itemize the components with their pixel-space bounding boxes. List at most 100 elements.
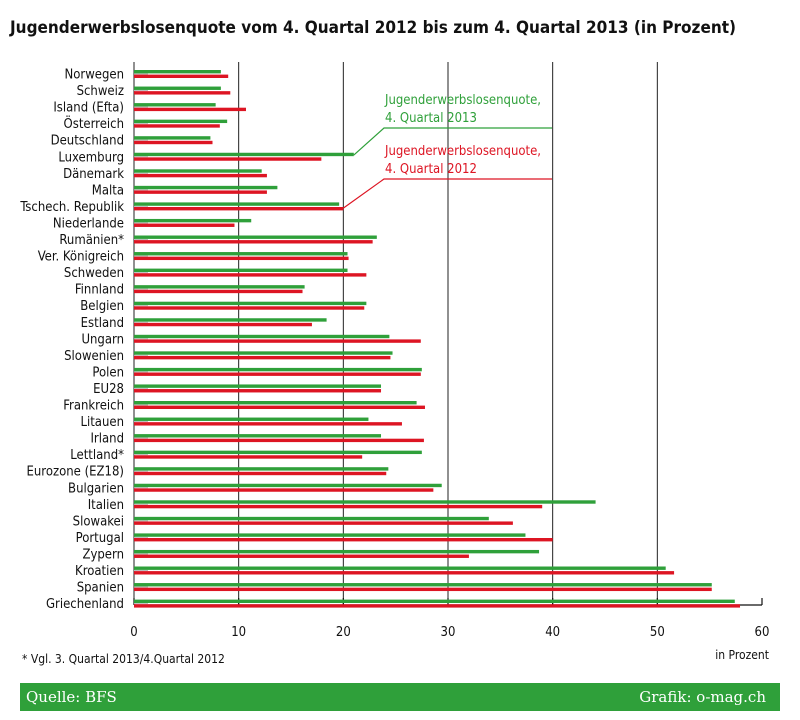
bar-2012-6 <box>134 173 267 178</box>
bar-2013-22 <box>134 434 382 438</box>
bar-2012-1 <box>134 91 231 95</box>
bar-2013-23 <box>134 450 422 455</box>
category-1-label: Schweiz <box>77 84 124 99</box>
bar-2013-18 <box>134 367 422 372</box>
category-24-label: Eurozone (EZ18) <box>27 465 125 480</box>
bar-2013-2 <box>134 103 216 107</box>
category-18-label: Polen <box>92 365 124 380</box>
bar-2013-13 <box>134 285 305 289</box>
category-23-label: Lettland* <box>70 448 124 463</box>
bar-2013-32 <box>134 599 735 603</box>
category-11-label: Ver. Königreich <box>38 250 124 265</box>
bar-2013-20 <box>134 401 417 405</box>
legend-2013-line2: 4. Quartal 2013 <box>385 111 477 126</box>
bar-2012-4 <box>134 140 213 145</box>
bar-2012-24 <box>134 471 387 476</box>
category-0-label: Norwegen <box>64 68 124 83</box>
bar-2012-18 <box>134 372 421 376</box>
bar-2013-17 <box>134 351 393 355</box>
category-12-label: Schweden <box>64 266 124 281</box>
bar-2012-14 <box>134 306 365 310</box>
category-19-label: EU28 <box>93 382 124 397</box>
bar-2012-22 <box>134 438 424 443</box>
category-2-label: Island (Efta) <box>53 101 124 116</box>
category-17-label: Slowenien <box>64 349 124 364</box>
bar-2013-24 <box>134 467 389 471</box>
bar-2012-3 <box>134 124 220 128</box>
bar-2012-15 <box>134 322 312 327</box>
legend-2012-line1: Jugenderwerbslosenquote, <box>384 144 541 159</box>
bar-2013-31 <box>134 583 712 587</box>
credit-label: Grafik: o-mag.ch <box>639 688 766 706</box>
category-5-label: Luxemburg <box>58 150 124 165</box>
category-20-label: Frankreich <box>63 399 124 414</box>
bar-2013-10 <box>134 235 377 239</box>
bar-2012-11 <box>134 256 349 261</box>
bar-2012-8 <box>134 207 344 211</box>
bar-2013-19 <box>134 384 382 388</box>
footnote: * Vgl. 3. Quartal 2013/4.Quartal 2012 <box>22 652 225 666</box>
category-7-label: Malta <box>92 183 124 198</box>
x-tick-label-10: 10 <box>231 625 246 640</box>
bar-2012-16 <box>134 339 421 343</box>
category-3-label: Österreich <box>64 115 124 132</box>
category-10-label: Rumänien* <box>59 233 124 248</box>
bar-2013-11 <box>134 252 348 256</box>
bar-2013-29 <box>134 549 540 554</box>
bar-2013-4 <box>134 136 211 140</box>
x-tick-label-40: 40 <box>545 625 560 640</box>
category-13-label: Finnland <box>75 283 124 298</box>
source-label: Quelle: BFS <box>26 688 117 706</box>
bar-2013-0 <box>134 70 221 74</box>
legend-2013-line1: Jugenderwerbslosenquote, <box>384 93 541 108</box>
bar-2012-17 <box>134 355 391 360</box>
bar-2012-31 <box>134 587 712 592</box>
bar-2012-20 <box>134 405 425 409</box>
bar-2012-23 <box>134 455 363 459</box>
category-28-label: Portugal <box>76 531 124 546</box>
bar-2012-25 <box>134 488 434 492</box>
bar-2013-8 <box>134 202 340 206</box>
chart-title: Jugenderwerbslosenquote vom 4. Quartal 2… <box>10 18 737 38</box>
x-tick-label-50: 50 <box>650 625 665 640</box>
category-8-label: Tschech. Republik <box>19 200 124 215</box>
x-tick-label-0: 0 <box>130 625 137 640</box>
category-4-label: Deutschland <box>51 134 124 149</box>
bar-2013-30 <box>134 566 666 570</box>
legend-2013-leader <box>353 127 552 156</box>
x-tick-label-20: 20 <box>336 625 351 640</box>
category-31-label: Spanien <box>77 581 124 596</box>
bar-2013-1 <box>134 86 221 90</box>
bar-2013-3 <box>134 119 228 124</box>
x-tick-label-30: 30 <box>441 625 456 640</box>
bar-2012-19 <box>134 389 382 393</box>
bar-2013-14 <box>134 301 367 306</box>
category-29-label: Zypern <box>82 547 124 562</box>
x-tick-label-60: 60 <box>755 625 770 640</box>
category-26-label: Italien <box>88 498 124 513</box>
bar-2012-2 <box>134 107 246 112</box>
bar-2013-12 <box>134 268 348 272</box>
category-6-label: Dänemark <box>63 167 124 182</box>
category-15-label: Estland <box>81 316 124 331</box>
bar-2013-15 <box>134 318 327 322</box>
category-27-label: Slowakei <box>73 514 124 529</box>
category-22-label: Irland <box>90 432 124 447</box>
x-axis-label: in Prozent <box>715 648 769 662</box>
legend-2012-leader <box>342 178 552 209</box>
category-30-label: Kroatien <box>75 564 124 579</box>
category-21-label: Litauen <box>80 415 124 430</box>
bar-2012-7 <box>134 190 267 194</box>
bar-2012-26 <box>134 504 543 509</box>
category-14-label: Belgien <box>80 299 124 314</box>
bar-2012-9 <box>134 223 235 227</box>
bar-2012-12 <box>134 273 367 277</box>
bar-2012-21 <box>134 422 402 426</box>
category-32-label: Griechenland <box>46 597 124 612</box>
category-16-label: Ungarn <box>81 332 124 347</box>
bar-2013-6 <box>134 169 262 173</box>
bar-2012-28 <box>134 538 553 542</box>
bar-2012-5 <box>134 157 322 161</box>
bar-2012-10 <box>134 240 373 244</box>
bar-2012-13 <box>134 289 303 294</box>
